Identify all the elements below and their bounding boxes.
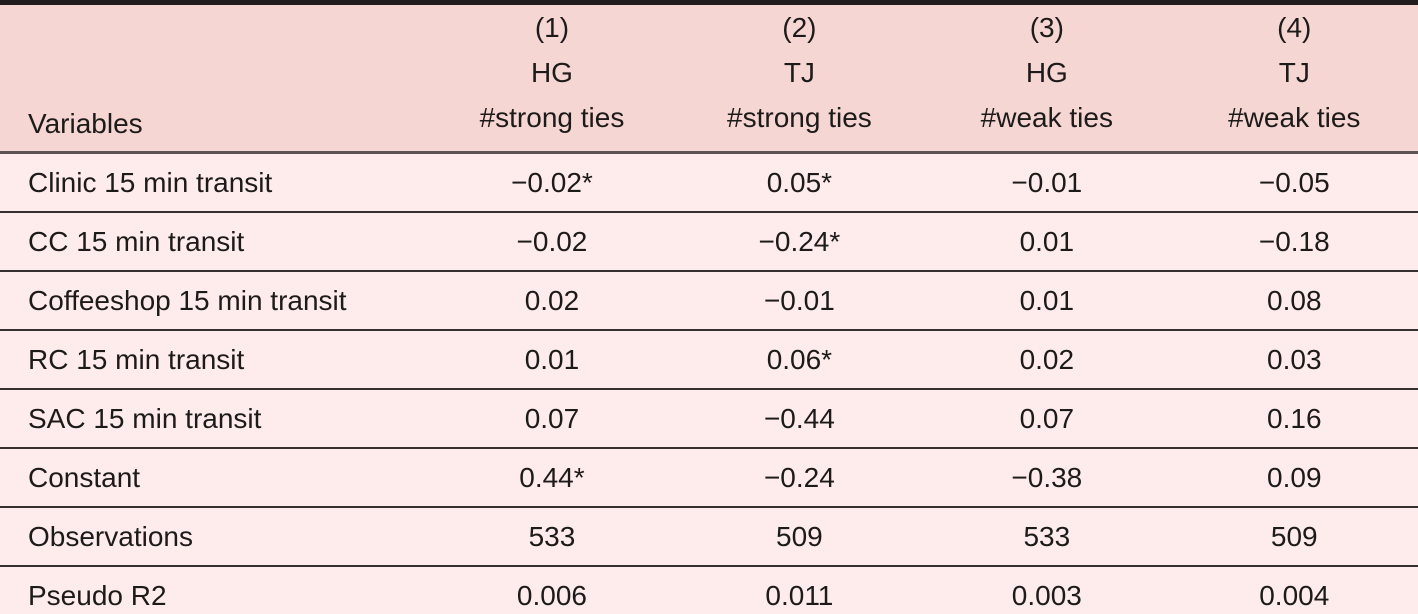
- coefficient-cell: −0.01: [923, 152, 1171, 212]
- statistic-cell: 0.006: [428, 566, 676, 614]
- coefficient-cell: −0.24*: [675, 212, 924, 271]
- row-label: RC 15 min transit: [0, 330, 429, 389]
- table-body: Clinic 15 min transit −0.02* 0.05* −0.01…: [0, 152, 1418, 614]
- coefficient-cell: −0.18: [1170, 212, 1418, 271]
- model-number: (1): [534, 12, 570, 43]
- header-row: Variables (1) HG #strong ties (2) TJ #st…: [0, 2, 1418, 153]
- table-row: CC 15 min transit −0.02 −0.24* 0.01 −0.1…: [0, 212, 1418, 271]
- measure-label: #weak ties: [1228, 102, 1361, 133]
- table-header: Variables (1) HG #strong ties (2) TJ #st…: [0, 2, 1418, 153]
- table-row: Clinic 15 min transit −0.02* 0.05* −0.01…: [0, 152, 1418, 212]
- column-header-3: (3) HG #weak ties: [923, 2, 1171, 153]
- coefficient-cell: 0.05*: [675, 152, 924, 212]
- coefficient-cell: 0.02: [428, 271, 676, 330]
- table-row: SAC 15 min transit 0.07 −0.44 0.07 0.16: [0, 389, 1418, 448]
- statistic-cell: 509: [1170, 507, 1418, 566]
- measure-label: #strong ties: [727, 102, 872, 133]
- coefficient-cell: 0.06*: [675, 330, 924, 389]
- coefficient-cell: −0.01: [675, 271, 924, 330]
- coefficient-cell: 0.08: [1170, 271, 1418, 330]
- coefficient-cell: 0.03: [1170, 330, 1418, 389]
- coefficient-cell: −0.05: [1170, 152, 1418, 212]
- measure-label: #strong ties: [479, 102, 625, 133]
- coefficient-cell: 0.44*: [428, 448, 676, 507]
- variables-column-header: Variables: [0, 2, 429, 153]
- group-label: HG: [530, 57, 573, 88]
- coefficient-cell: −0.38: [923, 448, 1171, 507]
- table-row: Constant 0.44* −0.24 −0.38 0.09: [0, 448, 1418, 507]
- model-number: (2): [782, 12, 817, 43]
- row-label: CC 15 min transit: [0, 212, 429, 271]
- model-number: (4): [1277, 12, 1312, 43]
- statistic-cell: 533: [923, 507, 1171, 566]
- model-number: (3): [1029, 12, 1064, 43]
- table-row: Pseudo R2 0.006 0.011 0.003 0.004: [0, 566, 1418, 614]
- coefficient-cell: 0.01: [923, 212, 1171, 271]
- statistic-cell: 0.011: [675, 566, 924, 614]
- coefficient-cell: 0.09: [1170, 448, 1418, 507]
- table-row: Coffeeshop 15 min transit 0.02 −0.01 0.0…: [0, 271, 1418, 330]
- row-label: Constant: [0, 448, 429, 507]
- column-header-2: (2) TJ #strong ties: [675, 2, 924, 153]
- coefficient-cell: 0.16: [1170, 389, 1418, 448]
- row-label: Pseudo R2: [0, 566, 429, 614]
- statistic-cell: 0.003: [923, 566, 1171, 614]
- statistic-cell: 0.004: [1170, 566, 1418, 614]
- statistic-cell: 509: [675, 507, 924, 566]
- coefficient-cell: −0.02*: [428, 152, 676, 212]
- group-label: TJ: [1278, 57, 1310, 88]
- coefficient-cell: −0.02: [428, 212, 676, 271]
- coefficient-cell: −0.44: [675, 389, 924, 448]
- statistic-cell: 533: [428, 507, 676, 566]
- column-header-1: (1) HG #strong ties: [428, 2, 676, 153]
- coefficient-cell: 0.02: [923, 330, 1171, 389]
- coefficient-cell: 0.07: [428, 389, 676, 448]
- group-label: TJ: [783, 57, 815, 88]
- table-row: RC 15 min transit 0.01 0.06* 0.02 0.03: [0, 330, 1418, 389]
- column-header-4: (4) TJ #weak ties: [1170, 2, 1418, 153]
- coefficient-cell: −0.24: [675, 448, 924, 507]
- row-label: Coffeeshop 15 min transit: [0, 271, 429, 330]
- row-label: Observations: [0, 507, 429, 566]
- coefficient-cell: 0.01: [923, 271, 1171, 330]
- row-label: SAC 15 min transit: [0, 389, 429, 448]
- row-label: Clinic 15 min transit: [0, 152, 429, 212]
- table-row: Observations 533 509 533 509: [0, 507, 1418, 566]
- measure-label: #weak ties: [980, 102, 1113, 133]
- coefficient-cell: 0.07: [923, 389, 1171, 448]
- coefficient-cell: 0.01: [428, 330, 676, 389]
- group-label: HG: [1025, 57, 1068, 88]
